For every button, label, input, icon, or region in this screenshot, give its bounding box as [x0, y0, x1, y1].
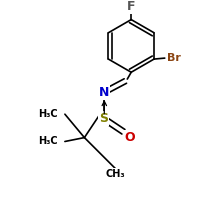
Text: CH₃: CH₃ — [106, 169, 125, 179]
Text: S: S — [99, 112, 108, 125]
Text: N: N — [99, 86, 109, 99]
Text: H₃C: H₃C — [38, 109, 58, 119]
Text: F: F — [127, 0, 135, 13]
Text: O: O — [124, 131, 135, 144]
Text: H₃C: H₃C — [38, 136, 58, 146]
Text: Br: Br — [167, 53, 180, 63]
